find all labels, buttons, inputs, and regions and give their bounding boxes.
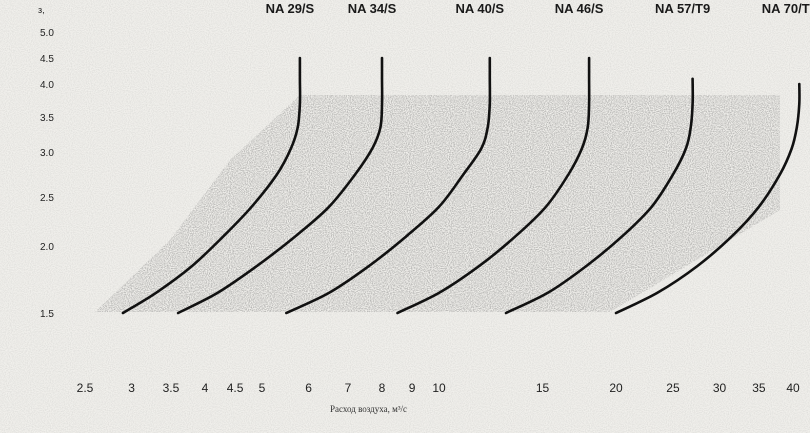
y-tick-label: 5.0	[40, 28, 54, 39]
x-tick-label: 8	[379, 381, 386, 395]
series-label: NA 34/S	[348, 1, 397, 16]
x-tick-label: 10	[432, 381, 446, 395]
y-tick-label: 1.5	[40, 309, 54, 320]
series-curve	[504, 77, 695, 315]
y-tick-label: 3.0	[40, 148, 54, 159]
x-tick-label: 3	[128, 381, 135, 395]
x-tick-label: 9	[409, 381, 416, 395]
y-tick-label: 4.0	[40, 80, 54, 91]
series-label: NA 57/T9	[655, 1, 710, 16]
x-tick-label: 7	[345, 381, 352, 395]
x-tick-label: 40	[786, 381, 800, 395]
x-tick-label: 4.5	[227, 381, 244, 395]
x-axis-title: Расход воздуха, м³/с	[330, 404, 407, 414]
series-label: NA 70/T9	[762, 1, 810, 16]
x-axis: 2.5 3 3.5 4 4.5 5 6 7 8 9 10 15 20 25 30 35 40	[77, 381, 800, 395]
x-tick-label: 25	[666, 381, 680, 395]
series-curve	[176, 56, 384, 315]
series-curve	[121, 56, 302, 315]
y-tick-label: 2.5	[40, 193, 54, 204]
x-tick-label: 20	[609, 381, 623, 395]
x-tick-label: 15	[536, 381, 550, 395]
y-tick-label: 4.5	[40, 54, 54, 65]
x-tick-label: 5	[259, 381, 266, 395]
series-label: NA 29/S	[266, 1, 315, 16]
x-tick-label: 2.5	[77, 381, 94, 395]
series-curve	[396, 56, 591, 315]
x-tick-label: 30	[713, 381, 727, 395]
series-label: NA 46/S	[555, 1, 604, 16]
series-curves	[121, 56, 801, 315]
x-tick-label: 3.5	[163, 381, 180, 395]
y-tick-label: 2.0	[40, 242, 54, 253]
series-curve	[285, 56, 492, 315]
x-tick-label: 4	[202, 381, 209, 395]
x-tick-label: 6	[305, 381, 312, 395]
y-tick-label: 3.5	[40, 113, 54, 124]
series-curve	[614, 82, 801, 315]
series-labels: NA 29/S NA 34/S NA 40/S NA 46/S NA 57/T9 NA 7…	[266, 1, 810, 16]
x-tick-label: 35	[752, 381, 766, 395]
series-label: NA 40/S	[455, 1, 504, 16]
y-axis-label: з,	[38, 5, 45, 15]
y-axis: 5.0 4.5 4.0 3.5 3.0 2.5 2.0 1.5	[40, 28, 54, 320]
